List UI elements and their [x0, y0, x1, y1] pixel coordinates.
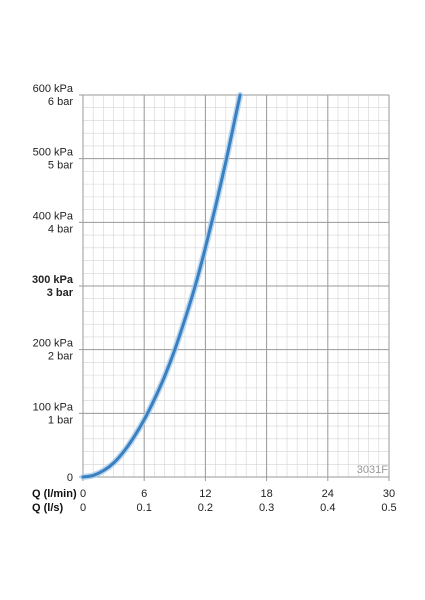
chart-code-label: 3031F — [357, 464, 388, 476]
x-tick-label: 18 — [260, 488, 272, 500]
x-tick-label: 0 — [80, 502, 86, 514]
x-axis-name: Q (l/min) — [32, 488, 77, 500]
series-line — [81, 93, 242, 479]
y-tick-label-kpa: 300 kPa — [32, 274, 74, 286]
y-tick-label-kpa: 0 — [67, 472, 73, 484]
y-tick-label-kpa: 100 kPa — [33, 401, 74, 413]
y-tick-label-bar: 5 bar — [48, 160, 73, 172]
x-axis-name: Q (l/s) — [32, 502, 64, 514]
x-tick-label: 30 — [383, 488, 395, 500]
series-layer — [80, 92, 244, 480]
y-tick-label-kpa: 600 kPa — [33, 83, 74, 95]
major-grid — [79, 94, 390, 481]
y-tick-label-bar: 1 bar — [48, 414, 73, 426]
x-tick-label: 0.2 — [198, 502, 213, 514]
y-tick-label-kpa: 500 kPa — [33, 147, 74, 159]
y-tick-label-bar: 2 bar — [48, 351, 73, 363]
x-axis-labels: Q (l/min) 0 6 12 18 24 30 Q (l/s) 0 0.1 0.2 0.3 0.4 0… — [32, 488, 397, 514]
y-tick-label-bar: 4 bar — [48, 223, 73, 235]
y-tick-label-bar: 3 bar — [47, 287, 74, 299]
x-tick-label: 0.1 — [137, 502, 152, 514]
x-tick-label: 0.4 — [320, 502, 335, 514]
y-tick-label-kpa: 200 kPa — [33, 338, 74, 350]
y-tick-label-bar: 6 bar — [48, 96, 73, 108]
x-tick-label: 12 — [199, 488, 211, 500]
x-tick-label: 0 — [80, 488, 86, 500]
x-tick-label: 6 — [141, 488, 147, 500]
y-tick-label-kpa: 400 kPa — [33, 210, 74, 222]
x-tick-label: 0.5 — [381, 502, 396, 514]
x-tick-label: 0.3 — [259, 502, 274, 514]
x-tick-label: 24 — [322, 488, 334, 500]
